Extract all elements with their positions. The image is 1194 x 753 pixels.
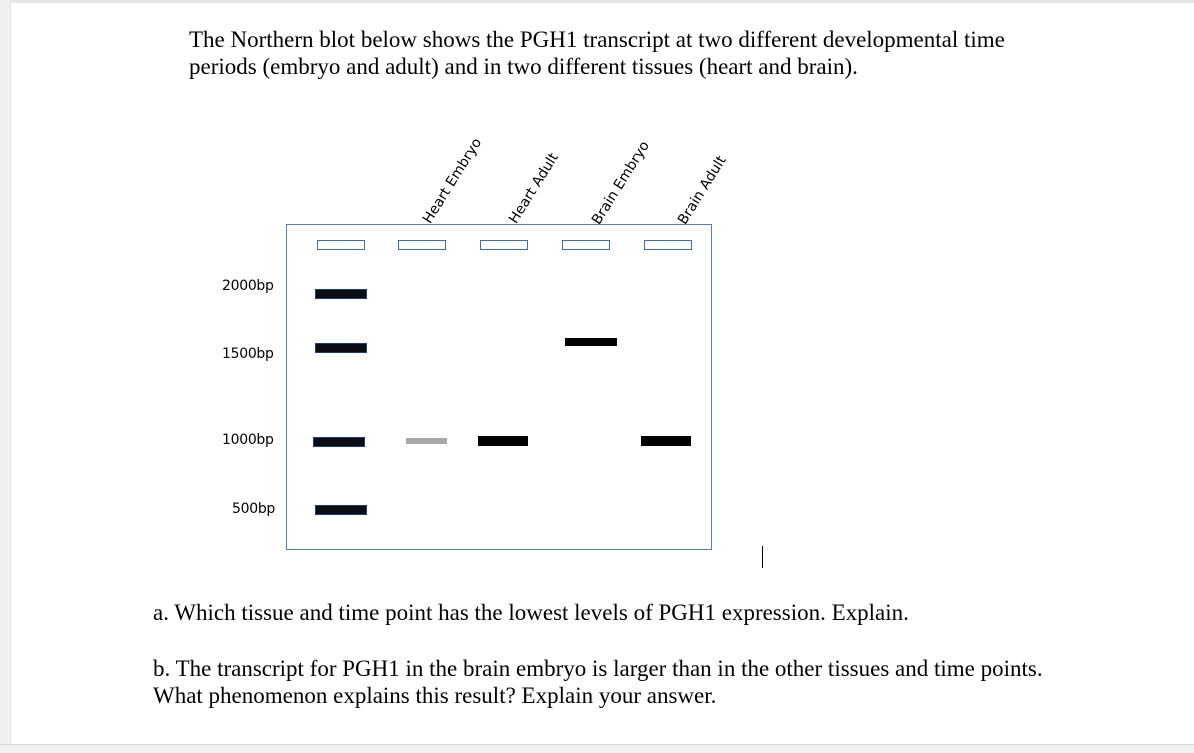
band-brain-embryo xyxy=(565,338,617,346)
intro-paragraph: The Northern blot below shows the PGH1 t… xyxy=(189,26,1089,80)
ladder-band-1500bp xyxy=(315,343,367,353)
band-brain-adult xyxy=(641,436,691,446)
size-marker-500bp: 500bp xyxy=(232,501,275,517)
question-b-line-1: b. The transcript for PGH1 in the brain … xyxy=(153,656,1043,681)
well-brain-embryo xyxy=(562,240,610,250)
page-bottom-border xyxy=(0,744,1194,753)
lane-label-heart-embryo: Heart Embryo xyxy=(420,135,486,227)
page-top-border xyxy=(0,0,1194,3)
band-heart-embryo xyxy=(406,438,447,444)
size-marker-1500bp: 1500bp xyxy=(222,346,274,362)
intro-line-2: periods (embryo and adult) and in two di… xyxy=(189,54,858,79)
lane-label-brain-embryo: Brain Embryo xyxy=(589,138,653,228)
ladder-band-500bp xyxy=(315,505,367,515)
page-left-margin xyxy=(0,0,11,752)
lane-label-heart-adult: Heart Adult xyxy=(506,150,562,227)
well-heart-embryo xyxy=(398,240,446,250)
question-a: a. Which tissue and time point has the l… xyxy=(153,600,909,625)
question-b-line-2: What phenomenon explains this result? Ex… xyxy=(153,683,717,708)
intro-line-1: The Northern blot below shows the PGH1 t… xyxy=(189,27,1005,52)
ladder-band-1000bp xyxy=(313,437,365,447)
northern-blot-membrane xyxy=(286,224,712,550)
ladder-band-2000bp xyxy=(315,289,367,299)
question-b: b. The transcript for PGH1 in the brain … xyxy=(153,655,1043,709)
well-ladder xyxy=(317,240,365,250)
well-heart-adult xyxy=(480,240,528,250)
well-brain-adult xyxy=(644,240,692,250)
size-marker-1000bp: 1000bp xyxy=(222,432,274,448)
text-cursor xyxy=(762,546,763,568)
band-heart-adult xyxy=(478,436,528,446)
size-marker-2000bp: 2000bp xyxy=(222,278,274,294)
lane-label-brain-adult: Brain Adult xyxy=(675,153,730,228)
